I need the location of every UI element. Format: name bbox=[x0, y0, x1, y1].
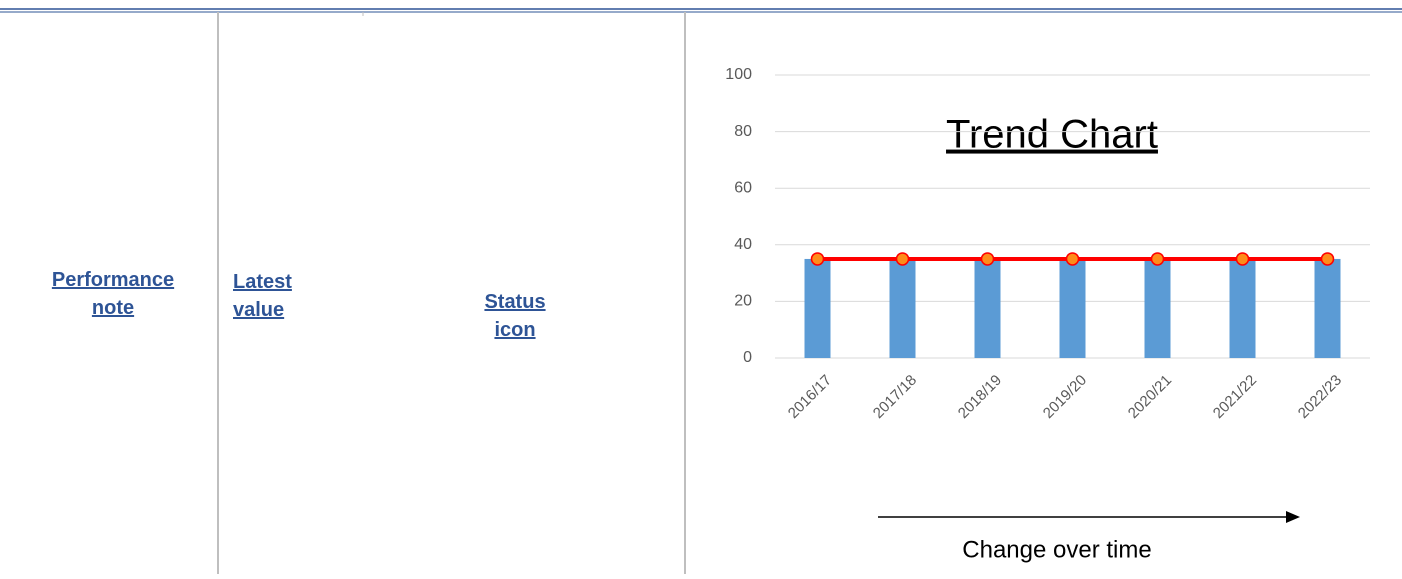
x-tick-label: 2022/23 bbox=[1295, 372, 1345, 422]
x-tick-label: 2021/22 bbox=[1210, 372, 1260, 422]
y-tick-label: 20 bbox=[734, 293, 752, 310]
header-cell: Status icon bbox=[484, 291, 545, 341]
bar bbox=[1314, 258, 1341, 358]
x-tick-label: 2018/19 bbox=[955, 372, 1005, 422]
y-tick-label: 100 bbox=[725, 66, 752, 83]
bar bbox=[1144, 258, 1171, 358]
arrow-head bbox=[1286, 511, 1300, 523]
line-marker bbox=[1065, 252, 1080, 266]
bar bbox=[804, 258, 831, 358]
chart-title: Trend Chart bbox=[946, 113, 1158, 157]
header-cell: Performance note bbox=[52, 269, 174, 319]
x-tick-label: 2017/18 bbox=[870, 372, 920, 422]
bar bbox=[1059, 258, 1086, 358]
line-marker bbox=[810, 252, 825, 266]
line-marker bbox=[980, 252, 995, 266]
bar bbox=[974, 258, 1001, 358]
table-headers: Performance note Latest value Status icon bbox=[52, 269, 546, 341]
line-marker bbox=[1150, 252, 1165, 266]
bar bbox=[1229, 258, 1256, 358]
bar bbox=[889, 258, 916, 358]
chart: Trend Chart Change over time 0 20 40 60 80 10… bbox=[725, 66, 1370, 563]
line-marker bbox=[1235, 252, 1250, 266]
header-cell: Latest value bbox=[233, 271, 292, 321]
annotation: Change over time bbox=[962, 536, 1151, 563]
y-tick-label: 40 bbox=[734, 236, 752, 253]
x-tick-label: 2016/17 bbox=[785, 372, 835, 422]
y-tick-label: 80 bbox=[734, 123, 752, 140]
line-marker bbox=[1320, 252, 1335, 266]
y-tick-label: 0 bbox=[743, 349, 752, 366]
x-tick-label: 2019/20 bbox=[1040, 372, 1090, 422]
y-tick-label: 60 bbox=[734, 179, 752, 196]
line-marker bbox=[895, 252, 910, 266]
x-tick-label: 2020/21 bbox=[1125, 372, 1175, 422]
